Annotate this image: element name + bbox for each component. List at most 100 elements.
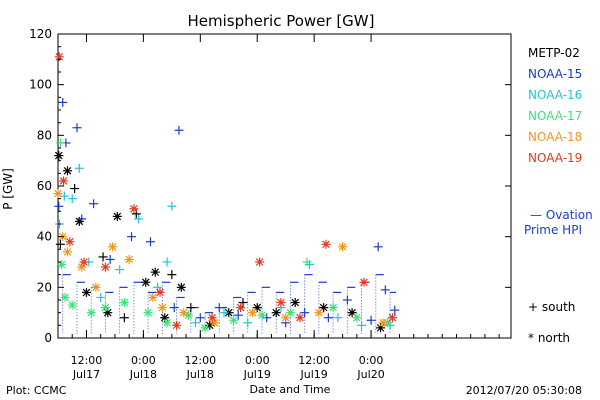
y-tick-label: 0 <box>44 331 52 345</box>
point-noaa-17-north <box>57 260 67 270</box>
point-noaa-19-north <box>129 204 139 214</box>
point-noaa-15-south <box>105 254 115 264</box>
legend-item-metp-02: METP-02 <box>528 46 580 60</box>
point-metp-02-south <box>55 239 65 249</box>
point-noaa-16-south <box>191 318 201 328</box>
point-noaa-15-south <box>380 285 390 295</box>
x-tick-label-time: 12:00 <box>71 354 103 367</box>
point-noaa-19-north <box>276 298 286 308</box>
legend-item-noaa-17: NOAA-17 <box>528 109 583 123</box>
x-tick-label-date: Jul20 <box>356 368 384 381</box>
point-noaa-19-north <box>100 262 110 272</box>
point-noaa-19-north <box>54 52 64 62</box>
point-noaa-15-south <box>233 310 243 320</box>
point-noaa-19-north <box>387 313 397 323</box>
point-noaa-17-north <box>285 308 295 318</box>
x-tick-label-time: 0:00 <box>245 354 270 367</box>
point-metp-02-south <box>98 252 108 262</box>
point-noaa-16-south <box>115 265 125 275</box>
point-noaa-17-north <box>162 318 172 328</box>
point-metp-02-north <box>290 298 300 308</box>
x-tick-label-date: Jul18 <box>186 368 214 381</box>
point-noaa-18-north <box>91 282 101 292</box>
x-axis-label: Date and Time <box>250 383 331 396</box>
x-tick-label-date: Jul18 <box>129 368 157 381</box>
footer-plot-credit: Plot: CCMC <box>6 384 67 397</box>
point-noaa-18-north <box>378 318 388 328</box>
point-noaa-15-south <box>342 295 352 305</box>
point-noaa-19-north <box>255 257 265 267</box>
point-noaa-15-south <box>366 315 376 325</box>
point-noaa-16-south <box>134 214 144 224</box>
point-noaa-17-north <box>119 298 129 308</box>
y-tick-label: 60 <box>37 179 52 193</box>
x-tick-label-date: Jul19 <box>243 368 271 381</box>
point-noaa-15-south <box>390 305 400 315</box>
point-metp-02-south <box>167 270 177 280</box>
point-noaa-19-north <box>321 239 331 249</box>
point-noaa-19-north <box>79 257 89 267</box>
x-tick-label-date: Jul17 <box>72 368 100 381</box>
point-noaa-18-north <box>281 313 291 323</box>
point-noaa-17-north <box>229 315 239 325</box>
point-noaa-15-south <box>300 308 310 318</box>
chart-title: Hemispheric Power [GW] <box>188 12 375 30</box>
point-noaa-17-north <box>86 308 96 318</box>
ovation-label-line1: — Ovation <box>530 208 593 222</box>
point-noaa-16-south <box>357 320 367 330</box>
point-metp-02-north <box>205 320 215 330</box>
point-noaa-17-north <box>183 310 193 320</box>
y-axis-label: P [GW] <box>1 168 15 210</box>
point-noaa-15-south <box>77 214 87 224</box>
point-metp-02-north <box>252 303 262 313</box>
point-noaa-18-north <box>62 247 72 257</box>
x-tick-label-time: 0:00 <box>131 354 156 367</box>
x-tick-label-time: 0:00 <box>359 354 384 367</box>
point-noaa-19-north <box>59 176 69 186</box>
point-metp-02-north <box>271 308 281 318</box>
legend-item-noaa-19: NOAA-19 <box>528 151 583 165</box>
point-metp-02-north <box>141 277 151 287</box>
point-noaa-15-south <box>127 232 137 242</box>
point-noaa-16-south <box>67 194 77 204</box>
y-tick-label: 100 <box>29 78 52 92</box>
point-noaa-15-south <box>195 313 205 323</box>
point-noaa-15-south <box>214 303 224 313</box>
point-metp-02-south <box>186 303 196 313</box>
point-noaa-15-south <box>145 237 155 247</box>
point-noaa-17-north <box>200 323 210 333</box>
point-noaa-16-south <box>167 201 177 211</box>
point-noaa-15-south <box>58 97 68 107</box>
point-noaa-15-south <box>174 125 184 135</box>
point-noaa-16-south <box>96 292 106 302</box>
point-noaa-19-north <box>359 277 369 287</box>
point-noaa-19-north <box>295 313 305 323</box>
point-metp-02-north <box>74 216 84 226</box>
point-noaa-15-south <box>72 123 82 133</box>
point-noaa-17-north <box>257 310 267 320</box>
point-metp-02-south <box>119 313 129 323</box>
x-tick-label-date: Jul19 <box>300 368 328 381</box>
point-noaa-15-south <box>323 313 333 323</box>
point-noaa-17-north <box>67 300 77 310</box>
y-tick-label: 80 <box>37 128 52 142</box>
plot-frame <box>57 33 512 339</box>
point-noaa-16-south <box>304 260 314 270</box>
point-noaa-18-north <box>179 308 189 318</box>
y-tick-label: 20 <box>37 280 52 294</box>
point-metp-02-north <box>150 267 160 277</box>
x-tick-label-time: 12:00 <box>184 354 216 367</box>
ovation-legend: — Ovation Prime HPI <box>524 208 593 238</box>
point-noaa-18-north <box>247 308 257 318</box>
point-noaa-18-north <box>338 242 348 252</box>
point-noaa-18-north <box>314 308 324 318</box>
legend-item-noaa-15: NOAA-15 <box>528 67 583 81</box>
y-tick-label: 40 <box>37 230 52 244</box>
point-noaa-15-south <box>373 242 383 252</box>
point-noaa-18-north <box>148 292 158 302</box>
point-metp-02-north <box>176 282 186 292</box>
marker-legend-north: * north <box>528 331 571 345</box>
ovation-label-line2: Prime HPI <box>524 223 582 237</box>
point-noaa-15-south <box>54 201 64 211</box>
